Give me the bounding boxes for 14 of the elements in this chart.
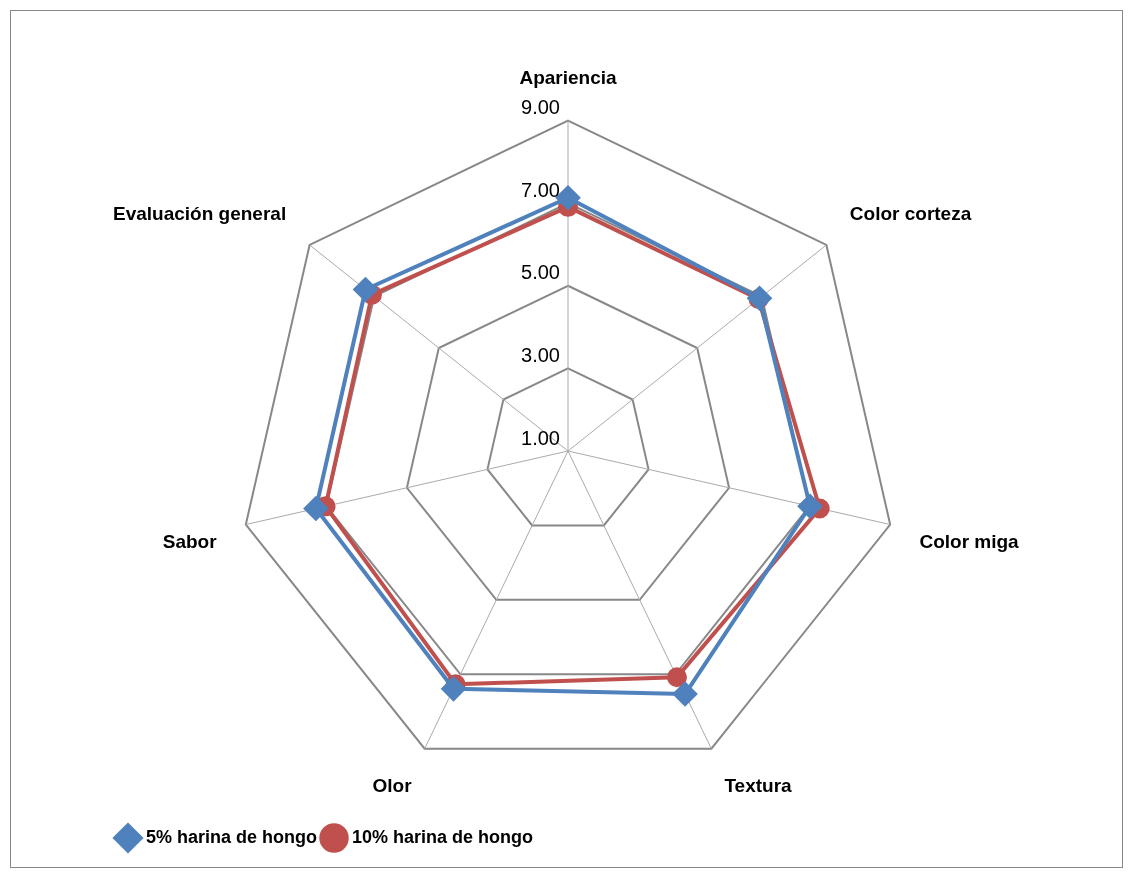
y-tick-label: 9.00 bbox=[521, 96, 560, 119]
legend-label: 5% harina de hongo bbox=[146, 826, 318, 847]
spoke-label: Apariencia bbox=[519, 67, 618, 89]
y-tick-label: 7.00 bbox=[521, 178, 560, 201]
spoke-label: Color corteza bbox=[849, 203, 972, 225]
spoke-label: Olor bbox=[372, 775, 413, 797]
y-tick-label: 3.00 bbox=[521, 343, 560, 366]
y-tick-label: 5.00 bbox=[521, 261, 560, 284]
spoke-label: Textura bbox=[724, 775, 793, 797]
legend-label: 10% harina de hongo bbox=[352, 826, 534, 847]
spoke-label: Color miga bbox=[919, 530, 1020, 552]
y-tick-label: 1.00 bbox=[521, 426, 560, 449]
spoke-label: Sabor bbox=[162, 530, 218, 552]
spoke-label: Evaluación general bbox=[112, 203, 287, 225]
